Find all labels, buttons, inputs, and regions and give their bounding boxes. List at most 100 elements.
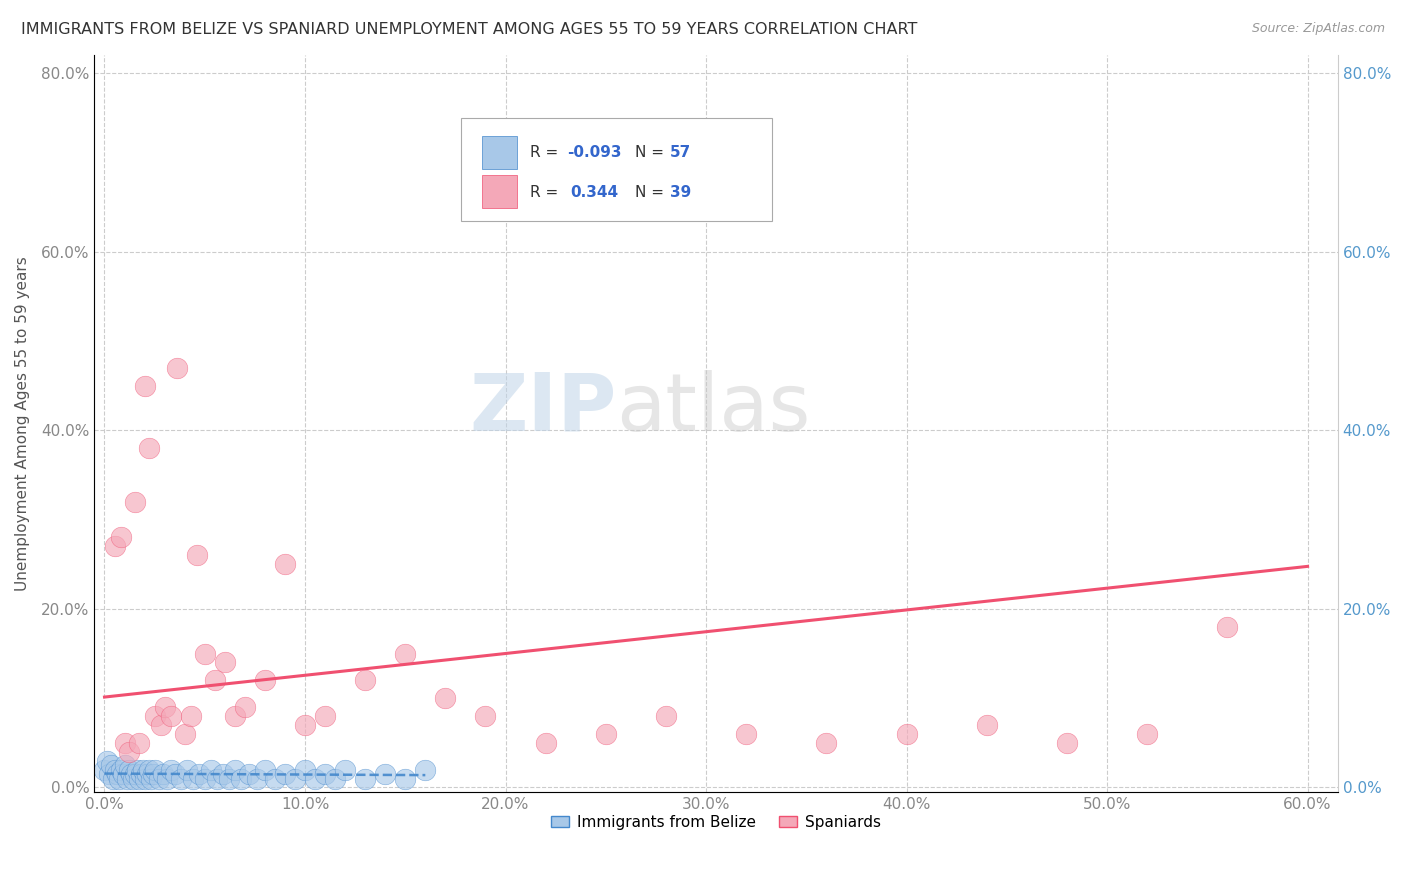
Y-axis label: Unemployment Among Ages 55 to 59 years: Unemployment Among Ages 55 to 59 years [15, 256, 30, 591]
Point [114, 758, 136, 772]
Point [194, 647, 217, 661]
Point [159, 709, 181, 723]
Point [143, 709, 166, 723]
FancyBboxPatch shape [482, 175, 517, 209]
Point [186, 549, 208, 563]
Point [246, 772, 269, 786]
Point [159, 763, 181, 777]
Text: 57: 57 [671, 145, 692, 160]
Point [142, 767, 165, 781]
Point [170, 772, 193, 786]
Point [1136, 727, 1159, 741]
Point [253, 673, 276, 688]
Point [105, 767, 128, 781]
Point [173, 727, 195, 741]
Point [110, 763, 132, 777]
Point [224, 763, 246, 777]
Point [354, 673, 377, 688]
Point [735, 727, 758, 741]
Point [274, 767, 297, 781]
Point [1056, 736, 1078, 750]
Point [163, 767, 186, 781]
Point [333, 763, 356, 777]
Point [117, 763, 139, 777]
Point [204, 673, 226, 688]
Point [595, 727, 617, 741]
Point [111, 767, 134, 781]
Point [314, 709, 336, 723]
Point [233, 700, 256, 714]
Point [115, 772, 138, 786]
Legend: Immigrants from Belize, Spaniards: Immigrants from Belize, Spaniards [546, 809, 887, 836]
Point [143, 763, 166, 777]
Point [200, 763, 222, 777]
Point [153, 700, 176, 714]
Point [131, 763, 153, 777]
Point [534, 736, 557, 750]
Point [107, 772, 129, 786]
Point [229, 772, 252, 786]
Point [224, 709, 246, 723]
Point [394, 772, 416, 786]
Point [156, 772, 179, 786]
Point [125, 763, 148, 777]
Point [124, 767, 146, 781]
Point [354, 772, 377, 786]
Point [101, 772, 124, 786]
Point [264, 772, 287, 786]
Point [284, 772, 307, 786]
Point [135, 767, 157, 781]
Point [121, 772, 143, 786]
Point [152, 767, 174, 781]
Point [815, 736, 838, 750]
Point [120, 767, 142, 781]
Point [211, 767, 233, 781]
Text: N =: N = [636, 145, 669, 160]
Point [128, 736, 150, 750]
Point [134, 378, 156, 392]
Point [413, 763, 436, 777]
Point [434, 691, 457, 706]
Point [253, 763, 276, 777]
Point [374, 767, 396, 781]
Point [1216, 620, 1239, 634]
Point [218, 772, 240, 786]
Text: N =: N = [636, 185, 669, 200]
Point [138, 441, 160, 455]
Point [323, 772, 346, 786]
Point [93, 763, 115, 777]
Point [110, 530, 132, 544]
Point [474, 709, 496, 723]
Text: R =: R = [530, 185, 562, 200]
Point [294, 718, 316, 732]
Point [205, 772, 228, 786]
Point [103, 763, 125, 777]
Point [97, 767, 120, 781]
Point [166, 360, 188, 375]
FancyBboxPatch shape [482, 136, 517, 169]
Point [139, 772, 162, 786]
Point [394, 647, 416, 661]
FancyBboxPatch shape [461, 118, 772, 221]
Point [294, 763, 316, 777]
Text: R =: R = [530, 145, 562, 160]
Point [124, 494, 146, 508]
Point [194, 772, 217, 786]
Point [655, 709, 678, 723]
Point [187, 767, 209, 781]
Point [976, 718, 998, 732]
Point [896, 727, 918, 741]
Point [138, 763, 160, 777]
Text: IMMIGRANTS FROM BELIZE VS SPANIARD UNEMPLOYMENT AMONG AGES 55 TO 59 YEARS CORREL: IMMIGRANTS FROM BELIZE VS SPANIARD UNEMP… [21, 22, 918, 37]
Point [238, 767, 260, 781]
Point [314, 767, 336, 781]
Point [304, 772, 326, 786]
Text: Source: ZipAtlas.com: Source: ZipAtlas.com [1251, 22, 1385, 36]
Text: 39: 39 [671, 185, 692, 200]
Point [180, 709, 202, 723]
Point [128, 772, 150, 786]
Point [134, 772, 156, 786]
Point [129, 767, 152, 781]
Point [214, 656, 236, 670]
Point [117, 745, 139, 759]
